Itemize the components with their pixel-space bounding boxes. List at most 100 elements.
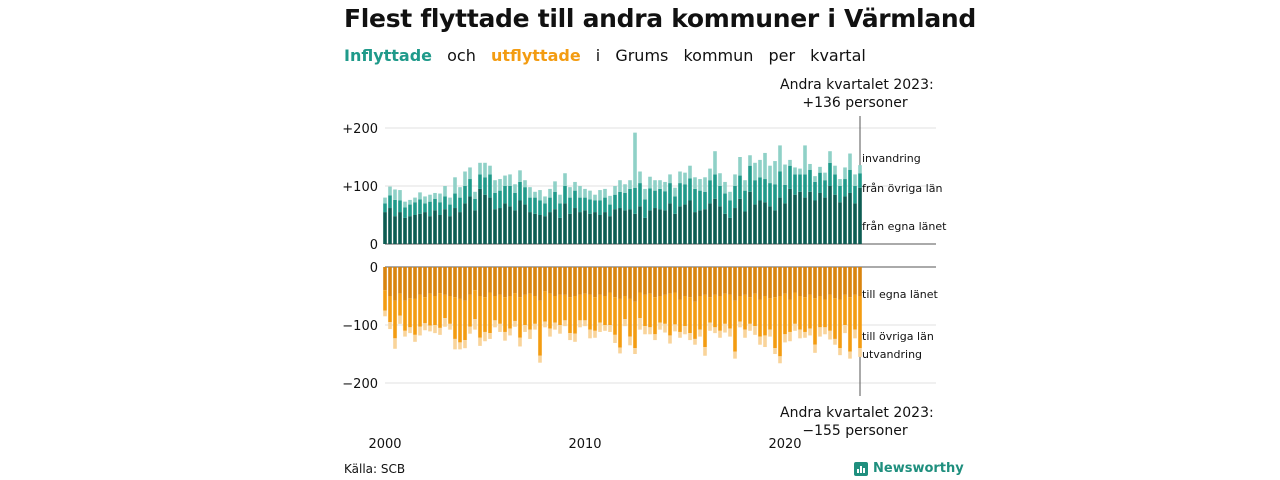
- bar-ut-utvandring: [563, 320, 567, 327]
- bar-in-ovriga: [388, 195, 392, 209]
- y-tick-label: +200: [342, 122, 378, 137]
- brand-logo[interactable]: Newsworthy: [854, 461, 964, 476]
- bar-in-invandring: [663, 181, 667, 192]
- bar-in-ovriga: [683, 184, 687, 205]
- bar-in-invandring: [783, 164, 787, 185]
- bar-in-invandring: [458, 187, 462, 198]
- bar-in-ovriga: [823, 180, 827, 198]
- bar-in-ovriga: [633, 187, 637, 214]
- bar-ut-egna: [753, 267, 757, 294]
- bar-ut-utvandring: [573, 333, 577, 342]
- bar-ut-egna: [573, 267, 577, 296]
- bar-ut-egna: [478, 267, 482, 296]
- bar-ut-utvandring: [688, 333, 692, 341]
- bar-ut-egna: [433, 267, 437, 296]
- bar-in-ovriga: [838, 186, 842, 203]
- bar-in-egna: [703, 209, 707, 244]
- bar-ut-egna: [803, 267, 807, 298]
- bar-ut-ovriga: [603, 296, 607, 325]
- bar-in-ovriga: [448, 204, 452, 217]
- bar-ut-egna: [833, 267, 837, 299]
- bar-in-invandring: [708, 168, 712, 181]
- bar-ut-ovriga: [448, 296, 452, 324]
- bar-in-egna: [793, 194, 797, 244]
- bar-ut-ovriga: [528, 293, 532, 330]
- bar-ut-egna: [578, 267, 582, 295]
- bar-in-invandring: [603, 188, 607, 198]
- bar-in-ovriga: [478, 174, 482, 189]
- bar-ut-ovriga: [838, 299, 842, 349]
- bar-ut-utvandring: [418, 326, 422, 336]
- bar-in-ovriga: [543, 203, 547, 217]
- bar-ut-utvandring: [518, 337, 522, 347]
- bar-ut-egna: [858, 267, 862, 296]
- bar-ut-ovriga: [463, 300, 467, 341]
- bar-ut-ovriga: [773, 297, 777, 349]
- bar-ut-egna: [623, 267, 627, 296]
- bar-ut-ovriga: [828, 294, 832, 331]
- bar-in-invandring: [788, 159, 792, 166]
- bar-in-invandring: [638, 171, 642, 184]
- bar-ut-egna: [488, 267, 492, 293]
- bar-in-invandring: [518, 170, 522, 182]
- bar-in-ovriga: [663, 191, 667, 211]
- bar-ut-ovriga: [648, 293, 652, 328]
- bar-ut-egna: [398, 267, 402, 294]
- bar-ut-utvandring: [828, 330, 832, 340]
- bar-in-ovriga: [498, 190, 502, 209]
- subtitle-word: Grums: [615, 46, 669, 65]
- bar-ut-utvandring: [623, 319, 627, 327]
- bar-in-ovriga: [623, 192, 627, 211]
- bar-in-ovriga: [558, 203, 562, 218]
- bar-in-egna: [488, 197, 492, 244]
- bar-in-invandring: [778, 145, 782, 172]
- bar-ut-utvandring: [393, 338, 397, 349]
- bar-ut-egna: [663, 267, 667, 295]
- bar-in-invandring: [508, 174, 512, 186]
- bar-in-ovriga: [463, 186, 467, 204]
- bar-in-invandring: [568, 187, 572, 198]
- bar-in-invandring: [468, 167, 472, 180]
- bar-in-invandring: [813, 176, 817, 182]
- bar-ut-egna: [493, 267, 497, 296]
- bar-in-invandring: [728, 191, 732, 201]
- bar-ut-ovriga: [728, 294, 732, 329]
- bar-ut-egna: [838, 267, 842, 300]
- bar-in-ovriga: [408, 204, 412, 217]
- bar-ut-egna: [583, 267, 587, 294]
- bar-in-invandring: [648, 176, 652, 189]
- x-tick-label: 2020: [768, 437, 801, 452]
- bar-ut-ovriga: [658, 296, 662, 323]
- bar-in-ovriga: [588, 199, 592, 214]
- bar-in-invandring: [798, 168, 802, 175]
- bar-in-ovriga: [468, 179, 472, 197]
- bar-ut-egna: [823, 267, 827, 300]
- bar-in-ovriga: [523, 187, 527, 205]
- bar-ut-utvandring: [503, 331, 507, 341]
- bar-in-invandring: [838, 179, 842, 186]
- y-tick-label: 0: [370, 238, 378, 253]
- bar-in-egna: [808, 191, 812, 244]
- bar-in-invandring: [643, 188, 647, 200]
- bar-in-invandring: [628, 180, 632, 189]
- bar-in-egna: [458, 212, 462, 244]
- bar-ut-utvandring: [388, 322, 392, 330]
- bar-ut-egna: [428, 267, 432, 294]
- bar-ut-utvandring: [753, 326, 757, 335]
- bar-in-egna: [783, 203, 787, 244]
- bar-in-egna: [558, 217, 562, 244]
- bar-in-invandring: [413, 197, 417, 203]
- bar-in-egna: [493, 209, 497, 244]
- y-tick-label: 0: [370, 261, 378, 276]
- bar-in-ovriga: [398, 200, 402, 213]
- bar-ut-egna: [638, 267, 642, 293]
- bar-ut-utvandring: [748, 323, 752, 331]
- bar-ut-egna: [593, 267, 597, 298]
- bar-in-ovriga: [788, 165, 792, 189]
- bar-in-invandring: [843, 167, 847, 180]
- bar-in-invandring: [773, 161, 777, 185]
- bar-in-invandring: [613, 186, 617, 195]
- bar-in-egna: [723, 213, 727, 244]
- bar-ut-ovriga: [673, 292, 677, 325]
- bar-in-egna: [533, 213, 537, 244]
